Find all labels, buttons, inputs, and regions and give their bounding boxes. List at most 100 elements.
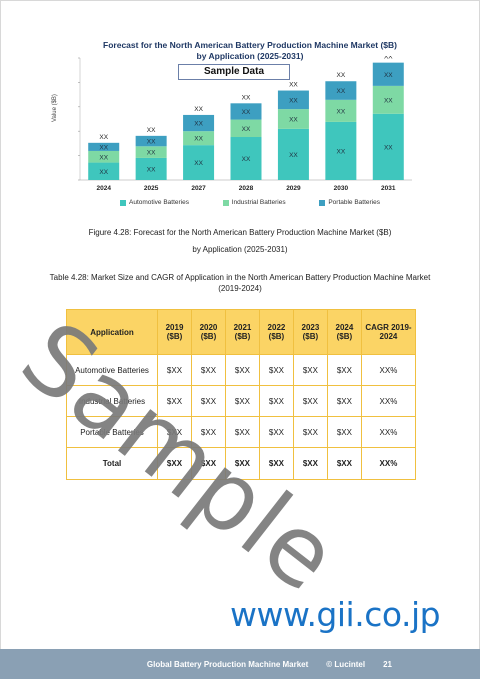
header-2024: 2024 ($B) xyxy=(326,309,362,355)
x-tick-label: 2029 xyxy=(286,185,301,192)
header-2020: 2020 ($B) xyxy=(190,309,226,355)
table-cell: $XX xyxy=(258,416,294,448)
bar-data-label: XX xyxy=(384,72,393,79)
bar-segment xyxy=(135,157,167,180)
table-row: Industrial Batteries $XX $XX $XX $XX $XX… xyxy=(66,385,417,417)
site-url: www.gii.co.jp xyxy=(230,595,441,634)
figure-caption: Figure 4.28: Forecast for the North Amer… xyxy=(70,224,410,258)
bar-segment xyxy=(325,81,357,100)
bar-segment xyxy=(277,109,309,129)
legend-label: Automotive Batteries xyxy=(129,199,189,206)
chart-legend: Automotive Batteries Industrial Batteries… xyxy=(120,199,380,206)
table-cell: $XX xyxy=(157,416,192,448)
bar-segment xyxy=(88,150,120,163)
figure-caption-line1: Figure 4.28: Forecast for the North Amer… xyxy=(88,228,392,237)
footer-title: Global Battery Production Machine Market xyxy=(146,659,309,669)
bar-total-label: XX xyxy=(194,106,203,113)
bar-data-label: XX xyxy=(147,150,156,157)
footer-page-number: 21 xyxy=(383,659,392,669)
bar-total-label: XX xyxy=(384,56,393,61)
bar-data-label: XX xyxy=(337,148,346,155)
sample-data-badge: Sample Data xyxy=(178,64,290,80)
legend-label: Portable Batteries xyxy=(328,199,380,206)
table-cell: $XX xyxy=(224,416,260,448)
table-cell: $XX xyxy=(326,447,362,480)
header-application: Application xyxy=(66,309,158,355)
table-cell-cagr: XX% xyxy=(360,385,417,417)
header-2022: 2022 ($B) xyxy=(258,309,294,355)
table-row: Portable Batteries $XX $XX $XX $XX $XX $… xyxy=(66,416,417,448)
bar-data-label: XX xyxy=(337,108,346,115)
chart-title: Forecast for the North American Battery … xyxy=(60,40,440,62)
bar-data-label: XX xyxy=(337,88,346,95)
table-cell: $XX xyxy=(224,354,260,386)
table-cell: $XX xyxy=(224,385,260,417)
bar-segment xyxy=(372,85,404,114)
chart-title-line1: Forecast for the North American Battery … xyxy=(103,40,397,50)
bar-total-label: XX xyxy=(337,72,346,79)
table-cell: $XX xyxy=(224,447,260,480)
table-total-row: Total $XX $XX $XX $XX $XX $XX XX% xyxy=(66,447,417,480)
table-caption-line2: (2019-2024) xyxy=(218,284,262,293)
table-cell: $XX xyxy=(292,385,328,417)
legend-entry: Industrial Batteries xyxy=(222,199,286,206)
x-tick-label: 2030 xyxy=(334,185,349,192)
bar-segment xyxy=(277,90,309,110)
row-total-label: Total xyxy=(66,447,158,480)
table-row: Automotive Batteries $XX $XX $XX $XX $XX… xyxy=(66,354,417,386)
table-caption: Table 4.28: Market Size and CAGR of Appl… xyxy=(20,272,460,294)
bar-segment xyxy=(372,62,404,86)
legend-swatch xyxy=(120,199,126,206)
header-2019: 2019 ($B) xyxy=(157,309,192,355)
bar-segment xyxy=(325,121,357,180)
bar-data-label: XX xyxy=(289,117,298,124)
legend-swatch xyxy=(319,199,326,206)
legend-entry: Portable Batteries xyxy=(319,199,380,206)
footer-brand: © Lucintel xyxy=(326,659,366,669)
table-cell: $XX xyxy=(190,385,226,417)
chart-title-line2: by Application (2025-2031) xyxy=(196,51,304,61)
bar-data-label: XX xyxy=(194,160,203,167)
x-tick-label: 2031 xyxy=(381,185,396,192)
x-tick-label: 2027 xyxy=(191,185,206,192)
bar-segment xyxy=(88,142,120,151)
table-cell-cagr: XX% xyxy=(360,447,417,480)
bar-segment xyxy=(277,128,309,180)
table-cell: $XX xyxy=(292,416,328,448)
table-cell: $XX xyxy=(157,354,192,386)
table-header-row: Application 2019 ($B) 2020 ($B) 2021 ($B… xyxy=(66,309,417,355)
bar-total-label: XX xyxy=(99,134,108,141)
bar-segment xyxy=(88,162,120,180)
page-footer: Global Battery Production Machine Market… xyxy=(0,649,480,679)
stacked-bar-chart: XX XX XX XX 2024 XX XX XX XX 2025 XX XX XX XX 2027 XX XX… xyxy=(78,56,412,192)
bar-segment xyxy=(183,114,215,132)
legend-entry: Automotive Batteries xyxy=(120,199,189,206)
bar-data-label: XX xyxy=(99,169,108,176)
bar-segment xyxy=(325,99,357,122)
bar-segment xyxy=(230,103,262,120)
table-cell: $XX xyxy=(326,416,362,448)
table-cell: $XX xyxy=(292,354,328,386)
bar-segment xyxy=(230,137,262,180)
bar-data-label: XX xyxy=(99,154,108,161)
row-application: Industrial Batteries xyxy=(66,385,158,417)
table-cell: $XX xyxy=(157,447,192,480)
table-cell: $XX xyxy=(326,354,362,386)
table-cell: $XX xyxy=(190,354,226,386)
legend-label: Industrial Batteries xyxy=(231,199,286,206)
table-cell: $XX xyxy=(190,447,226,480)
bar-segment xyxy=(230,119,262,138)
bar-total-label: XX xyxy=(242,94,251,101)
bar-data-label: XX xyxy=(384,97,393,104)
bar-data-label: XX xyxy=(147,139,156,146)
legend-swatch xyxy=(222,199,229,206)
header-cagr: CAGR 2019-2024 xyxy=(360,309,417,355)
bar-data-label: XX xyxy=(194,121,203,128)
bar-data-label: XX xyxy=(384,144,393,151)
bar-total-label: XX xyxy=(147,127,156,134)
header-2023: 2023 ($B) xyxy=(292,309,328,355)
row-application: Portable Batteries xyxy=(66,416,158,448)
bar-data-label: XX xyxy=(242,109,251,116)
bar-data-label: XX xyxy=(289,97,298,104)
bar-segment xyxy=(183,145,215,180)
